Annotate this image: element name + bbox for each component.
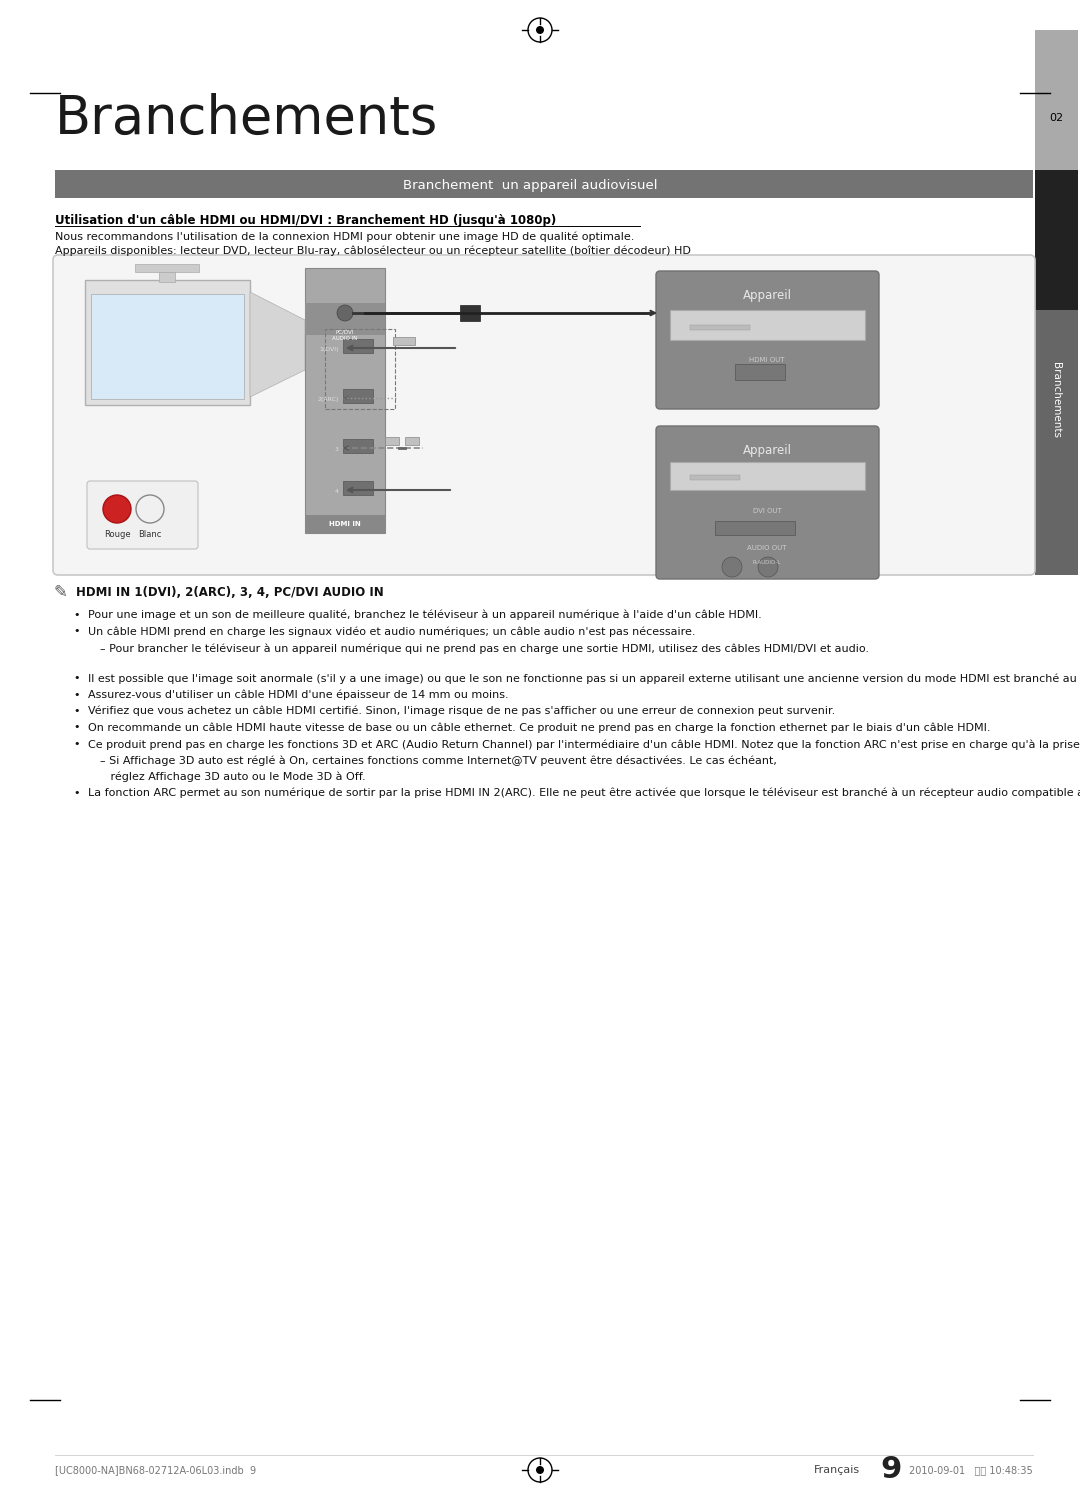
FancyBboxPatch shape xyxy=(656,426,879,580)
FancyBboxPatch shape xyxy=(1035,93,1078,170)
Circle shape xyxy=(103,495,131,523)
Text: Appareils disponibles: lecteur DVD, lecteur Blu-ray, câblosélecteur ou un récept: Appareils disponibles: lecteur DVD, lect… xyxy=(55,247,691,257)
Text: réglez Affichage 3D auto ou le Mode 3D à Off.: réglez Affichage 3D auto ou le Mode 3D à… xyxy=(100,771,366,781)
Text: R-AUDIO-L: R-AUDIO-L xyxy=(753,560,781,565)
Text: •: • xyxy=(73,707,80,716)
Text: HDMI IN 1(DVI), 2(ARC), 3, 4, PC/DVI AUDIO IN: HDMI IN 1(DVI), 2(ARC), 3, 4, PC/DVI AUD… xyxy=(76,587,383,599)
FancyBboxPatch shape xyxy=(690,326,750,330)
Circle shape xyxy=(536,1466,544,1475)
Text: •: • xyxy=(73,610,80,620)
FancyBboxPatch shape xyxy=(1035,170,1078,309)
Text: •: • xyxy=(73,723,80,732)
Text: Appareil: Appareil xyxy=(743,444,792,457)
Circle shape xyxy=(136,495,164,523)
FancyBboxPatch shape xyxy=(343,439,373,453)
Text: Blanc: Blanc xyxy=(138,530,162,539)
Text: Français: Français xyxy=(814,1466,860,1475)
FancyBboxPatch shape xyxy=(85,279,249,405)
FancyBboxPatch shape xyxy=(1035,309,1078,575)
Text: 02: 02 xyxy=(1049,114,1063,123)
FancyBboxPatch shape xyxy=(670,309,865,341)
FancyBboxPatch shape xyxy=(135,264,199,272)
Text: 9: 9 xyxy=(880,1455,902,1484)
Circle shape xyxy=(758,557,778,577)
Text: •: • xyxy=(73,672,80,683)
Text: PC/DVI
AUDIO IN: PC/DVI AUDIO IN xyxy=(333,330,357,341)
Text: Branchements: Branchements xyxy=(1051,362,1061,438)
FancyBboxPatch shape xyxy=(1035,30,1078,170)
FancyBboxPatch shape xyxy=(53,255,1035,575)
FancyBboxPatch shape xyxy=(343,388,373,403)
Text: Branchements: Branchements xyxy=(55,93,438,145)
FancyBboxPatch shape xyxy=(384,438,399,445)
Text: HDMI IN: HDMI IN xyxy=(329,521,361,527)
FancyBboxPatch shape xyxy=(343,481,373,495)
Text: 2(ARC): 2(ARC) xyxy=(318,397,339,402)
FancyBboxPatch shape xyxy=(735,365,785,379)
FancyBboxPatch shape xyxy=(343,339,373,353)
FancyBboxPatch shape xyxy=(305,267,384,533)
FancyBboxPatch shape xyxy=(715,521,795,535)
Text: •: • xyxy=(73,690,80,699)
Polygon shape xyxy=(249,291,305,397)
Text: Pour une image et un son de meilleure qualité, branchez le téléviseur à un appar: Pour une image et un son de meilleure qu… xyxy=(87,610,761,620)
Text: Vérifiez que vous achetez un câble HDMI certifié. Sinon, l'image risque de ne pa: Vérifiez que vous achetez un câble HDMI … xyxy=(87,707,835,717)
FancyBboxPatch shape xyxy=(656,270,879,409)
Text: La fonction ARC permet au son numérique de sortir par la prise HDMI IN 2(ARC). E: La fonction ARC permet au son numérique … xyxy=(87,787,1080,798)
Text: 2010-09-01   오전 10:48:35: 2010-09-01 오전 10:48:35 xyxy=(909,1466,1032,1475)
FancyBboxPatch shape xyxy=(87,481,198,548)
Text: ✎: ✎ xyxy=(53,583,67,601)
Text: Rouge: Rouge xyxy=(104,530,131,539)
FancyBboxPatch shape xyxy=(91,294,244,399)
Text: Nous recommandons l'utilisation de la connexion HDMI pour obtenir une image HD d: Nous recommandons l'utilisation de la co… xyxy=(55,232,634,242)
Text: Assurez-vous d'utiliser un câble HDMI d'une épaisseur de 14 mm ou moins.: Assurez-vous d'utiliser un câble HDMI d'… xyxy=(87,690,509,701)
Text: Ce produit prend pas en charge les fonctions 3D et ARC (Audio Return Channel) pa: Ce produit prend pas en charge les fonct… xyxy=(87,740,1080,750)
Circle shape xyxy=(723,557,742,577)
Text: 3: 3 xyxy=(335,447,339,453)
Text: 4: 4 xyxy=(335,489,339,495)
Text: – Si Affichage 3D auto est réglé à On, certaines fonctions comme Internet@TV peu: – Si Affichage 3D auto est réglé à On, c… xyxy=(100,756,777,766)
Text: DVI OUT: DVI OUT xyxy=(753,508,782,514)
Text: AUDIO OUT: AUDIO OUT xyxy=(747,545,786,551)
Text: Appareil: Appareil xyxy=(743,288,792,302)
Circle shape xyxy=(536,25,544,34)
Text: On recommande un câble HDMI haute vitesse de base ou un câble ethernet. Ce produ: On recommande un câble HDMI haute vitess… xyxy=(87,723,990,734)
Text: – Pour brancher le téléviseur à un appareil numérique qui ne prend pas en charge: – Pour brancher le téléviseur à un appar… xyxy=(100,642,869,653)
FancyBboxPatch shape xyxy=(305,303,384,335)
FancyBboxPatch shape xyxy=(159,272,175,282)
Text: Un câble HDMI prend en charge les signaux vidéo et audio numériques; un câble au: Un câble HDMI prend en charge les signau… xyxy=(87,626,696,636)
Text: 1(DVI): 1(DVI) xyxy=(320,347,339,353)
Text: •: • xyxy=(73,626,80,636)
Text: Il est possible que l'image soit anormale (s'il y a une image) ou que le son ne : Il est possible que l'image soit anormal… xyxy=(87,672,1080,683)
Text: [UC8000-NA]BN68-02712A-06L03.indb  9: [UC8000-NA]BN68-02712A-06L03.indb 9 xyxy=(55,1466,256,1475)
Text: •: • xyxy=(73,740,80,748)
FancyBboxPatch shape xyxy=(305,515,384,533)
FancyBboxPatch shape xyxy=(460,305,480,321)
Text: •: • xyxy=(73,787,80,798)
FancyBboxPatch shape xyxy=(690,475,740,480)
FancyBboxPatch shape xyxy=(405,438,419,445)
Text: Utilisation d'un câble HDMI ou HDMI/DVI : Branchement HD (jusqu'à 1080p): Utilisation d'un câble HDMI ou HDMI/DVI … xyxy=(55,214,556,227)
Circle shape xyxy=(337,305,353,321)
FancyBboxPatch shape xyxy=(393,338,415,345)
Text: HDMI OUT: HDMI OUT xyxy=(750,357,785,363)
FancyBboxPatch shape xyxy=(55,170,1032,199)
FancyBboxPatch shape xyxy=(670,462,865,490)
Text: Branchement  un appareil audiovisuel: Branchement un appareil audiovisuel xyxy=(403,178,658,191)
